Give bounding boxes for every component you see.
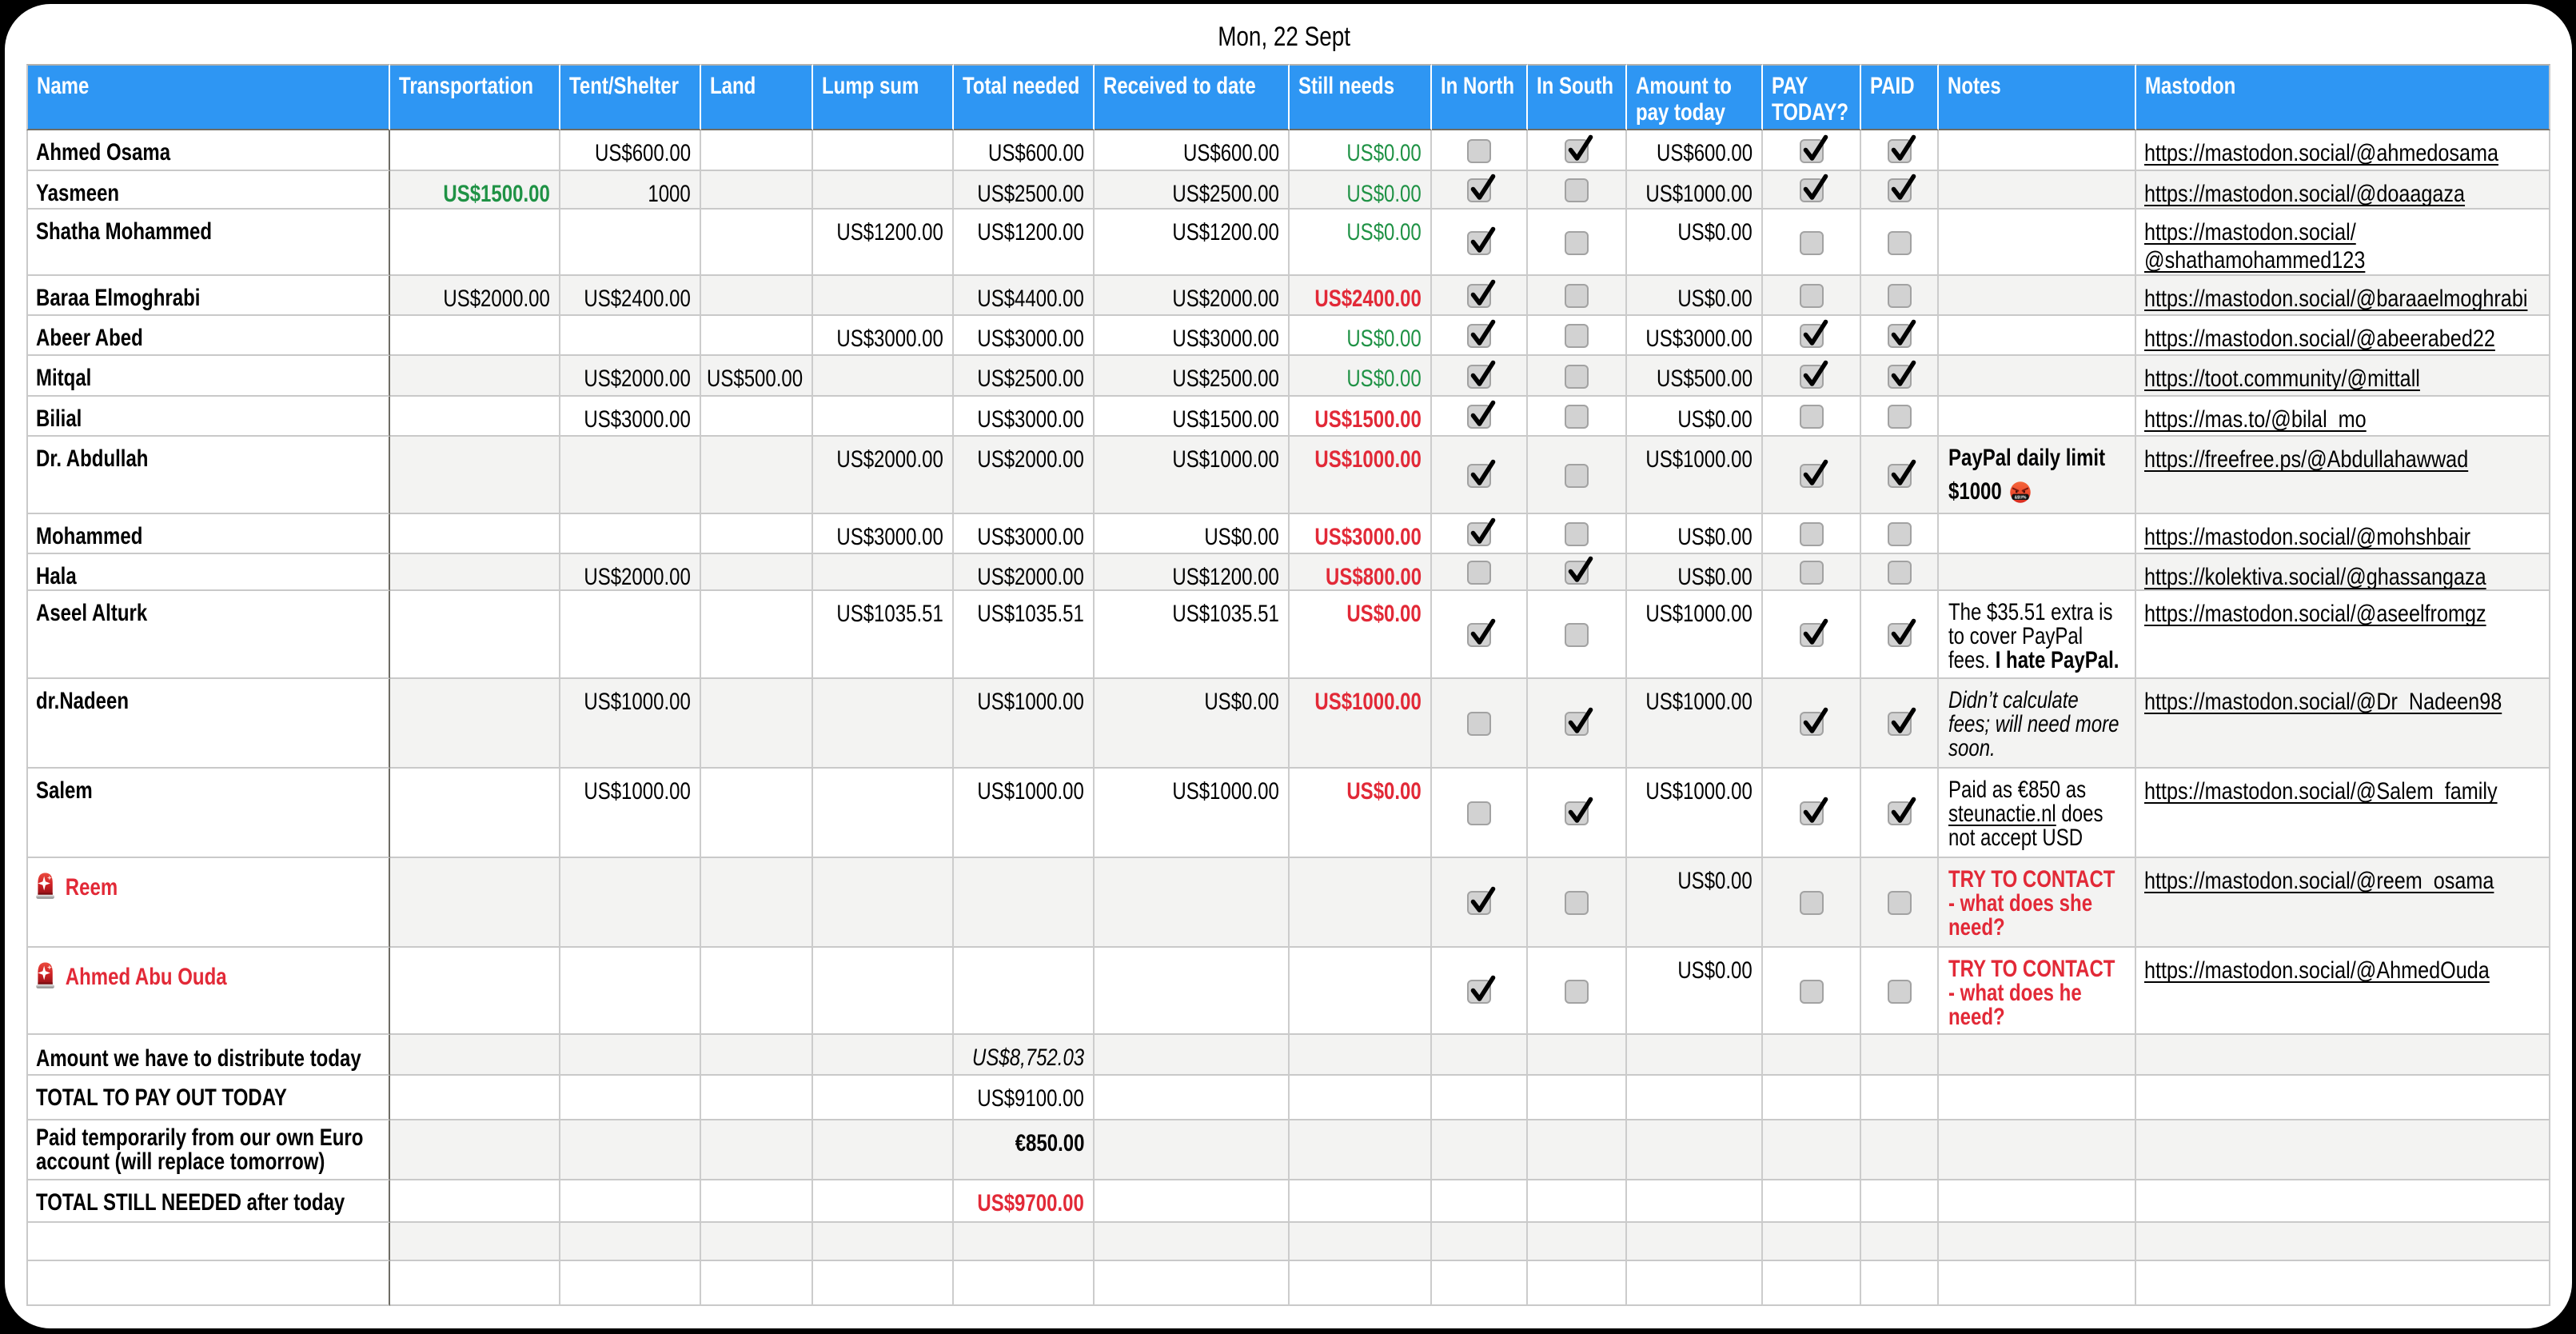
svg-text:&$!#%: &$!#% (2014, 495, 2026, 500)
